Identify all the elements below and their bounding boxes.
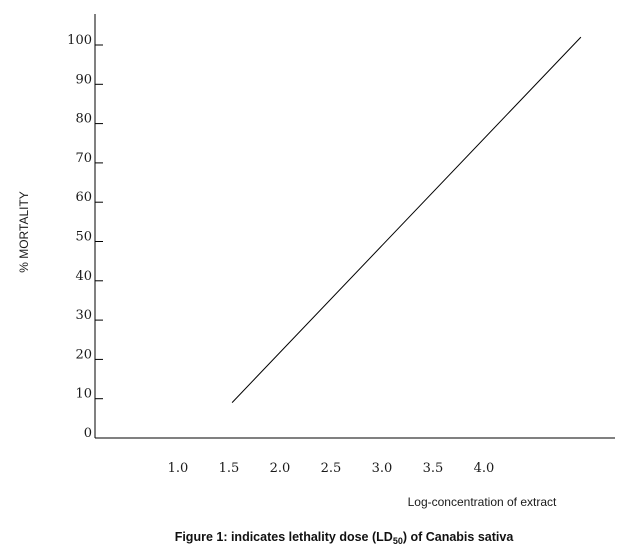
y-tick-labels: 0 10 20 30 40 50 60 70 80 90 100 — [67, 33, 103, 441]
y-tick-label: 0 — [84, 426, 92, 441]
mortality-line-series-0 — [231, 36, 582, 403]
x-tick-label: 1.0 — [168, 461, 189, 476]
y-tick-label: 100 — [67, 33, 92, 48]
caption-suffix: ) of Canabis sativa — [403, 530, 514, 544]
x-tick-labels: 1.0 1.5 2.0 2.5 3.0 3.5 4.0 — [168, 461, 495, 476]
x-tick-label: 2.5 — [321, 461, 342, 476]
y-tick-label: 80 — [75, 112, 92, 127]
series-lines — [231, 36, 582, 403]
x-tick-label: 2.0 — [270, 461, 291, 476]
y-tick-label: 90 — [75, 72, 92, 87]
y-tick-label: 40 — [75, 269, 92, 284]
y-tick-label: 20 — [75, 347, 92, 362]
y-tick-label: 60 — [75, 190, 92, 205]
y-tick-label: 10 — [75, 387, 92, 402]
caption-subscript: 50 — [393, 536, 403, 546]
x-tick-label: 3.0 — [372, 461, 393, 476]
x-tick-label: 3.5 — [423, 461, 444, 476]
caption-prefix: Figure 1: indicates lethality dose (LD — [175, 530, 393, 544]
x-tick-label: 4.0 — [474, 461, 495, 476]
x-tick-label: 1.5 — [219, 461, 240, 476]
figure-caption: Figure 1: indicates lethality dose (LD50… — [175, 530, 515, 546]
y-tick-label: 30 — [75, 308, 92, 323]
x-axis-title: Log-concentration of extract — [408, 495, 557, 509]
y-tick-label: 50 — [75, 230, 92, 245]
y-axis-title: % MORTALITY — [17, 191, 31, 273]
y-tick-label: 70 — [75, 151, 92, 166]
